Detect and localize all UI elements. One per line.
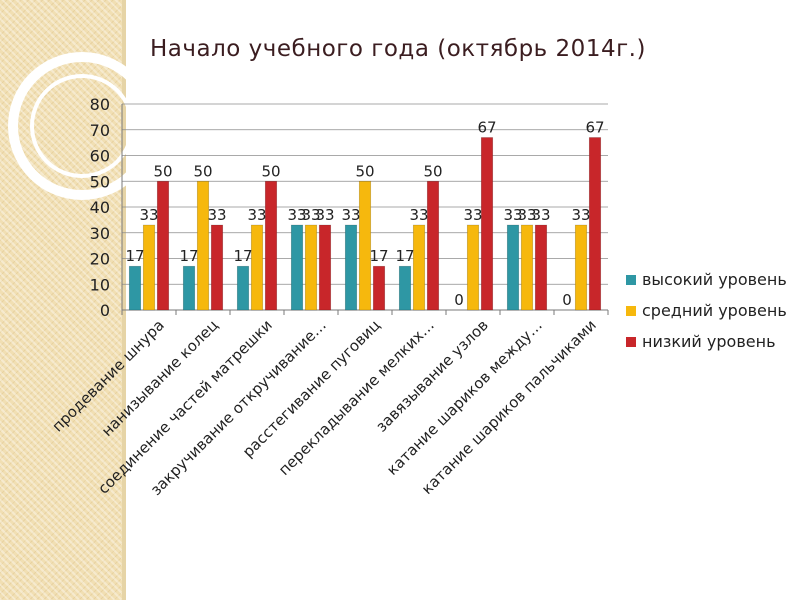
bar-medium <box>358 180 372 311</box>
bar-medium <box>520 224 534 311</box>
data-label: 33 <box>247 206 266 224</box>
data-label: 33 <box>315 206 334 224</box>
y-tick-label: 60 <box>90 147 110 166</box>
y-tick-label: 70 <box>90 121 110 140</box>
data-label: 50 <box>153 162 172 180</box>
bar-low <box>156 180 170 311</box>
bar-high <box>290 224 304 311</box>
bar-high <box>182 265 196 311</box>
bar-high <box>506 224 520 311</box>
data-label: 33 <box>301 206 320 224</box>
data-label: 67 <box>585 118 604 136</box>
data-label: 67 <box>477 118 496 136</box>
bar-medium <box>574 224 588 311</box>
bar-medium <box>250 224 264 311</box>
y-tick-label: 80 <box>90 95 110 114</box>
y-tick-label: 50 <box>90 172 110 191</box>
decorative-strip-edge <box>122 0 126 600</box>
data-label: 0 <box>562 291 572 309</box>
bar-high <box>236 265 250 311</box>
bar-low <box>264 180 278 311</box>
bar-low <box>426 180 440 311</box>
data-label: 50 <box>261 162 280 180</box>
data-label: 50 <box>193 162 212 180</box>
y-tick-label: 30 <box>90 224 110 243</box>
legend-swatch <box>626 337 636 347</box>
decorative-circle-inner <box>30 74 134 178</box>
bar-medium <box>142 224 156 311</box>
data-label: 33 <box>531 206 550 224</box>
data-label: 33 <box>207 206 226 224</box>
data-label: 33 <box>517 206 536 224</box>
bar-high <box>344 224 358 311</box>
bar-high <box>398 265 412 311</box>
legend-label: низкий уровень <box>642 332 776 351</box>
bar-low <box>534 224 548 311</box>
bar-low <box>372 265 386 311</box>
data-label: 50 <box>423 162 442 180</box>
data-label: 33 <box>287 206 306 224</box>
bar-low <box>210 224 224 311</box>
data-label: 33 <box>571 206 590 224</box>
bar-medium <box>412 224 426 311</box>
y-tick-label: 10 <box>90 275 110 294</box>
data-label: 50 <box>355 162 374 180</box>
decorative-circle-outer <box>8 52 156 200</box>
data-label: 17 <box>233 247 252 265</box>
bar-low <box>318 224 332 311</box>
legend-label: средний уровень <box>642 301 787 320</box>
data-label: 33 <box>409 206 428 224</box>
data-label: 33 <box>463 206 482 224</box>
data-label: 17 <box>125 247 144 265</box>
data-label: 0 <box>454 291 464 309</box>
bar-medium <box>304 224 318 311</box>
y-tick-label: 0 <box>100 301 110 320</box>
bar-high <box>128 265 142 311</box>
data-label: 33 <box>139 206 158 224</box>
legend-swatch <box>626 275 636 285</box>
data-label: 17 <box>179 247 198 265</box>
chart-title: Начало учебного года (октябрь 2014г.) <box>150 36 646 62</box>
bar-medium <box>196 180 210 311</box>
legend-swatch <box>626 306 636 316</box>
data-label: 33 <box>341 206 360 224</box>
data-label: 17 <box>395 247 414 265</box>
bar-low <box>588 137 602 311</box>
data-label: 17 <box>369 247 388 265</box>
bar-low <box>480 137 494 311</box>
legend-label: высокий уровень <box>642 270 787 289</box>
data-label: 33 <box>503 206 522 224</box>
y-tick-label: 20 <box>90 250 110 269</box>
y-tick-label: 40 <box>90 198 110 217</box>
bar-medium <box>466 224 480 311</box>
